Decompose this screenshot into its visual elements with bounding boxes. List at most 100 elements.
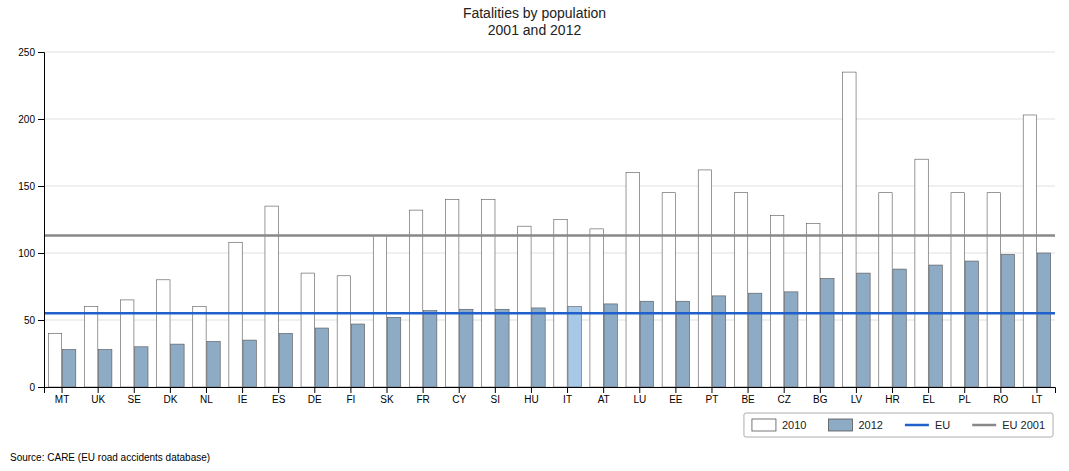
bar [496,309,509,387]
x-tick-label: LU [633,394,646,405]
x-tick-mark [350,387,351,393]
x-tick: BG [813,387,828,405]
x-tick-mark [675,387,676,393]
x-tick-mark [964,387,965,393]
grid [44,52,1055,387]
x-tick-mark [278,387,279,393]
x-tick-mark [98,387,99,393]
y-tick-mark [38,387,44,388]
x-tick-label: LT [1031,394,1042,405]
x-tick-mark [170,387,171,393]
x-tick: IE [238,387,248,405]
bar [965,261,978,387]
bar [207,341,220,387]
y-axis-line [38,53,45,388]
bar [1023,115,1036,387]
x-tick: DE [308,387,322,405]
x-tick-mark [820,387,821,393]
x-tick-label: SE [128,394,142,405]
legend-item: EU 2001 [972,419,1045,431]
x-tick: MT [55,387,69,405]
bar [423,311,436,387]
x-tick: SI [491,387,500,405]
x-tick-label: HU [524,394,538,405]
bar [265,206,278,387]
x-tick-label: PT [706,394,719,405]
x-tick-label: FR [416,394,429,405]
x-tick-label: NL [200,394,213,405]
legend-line [905,424,929,427]
x-tick: HU [524,387,538,405]
bar [84,307,97,387]
bar [857,273,870,387]
x-tick-label: PL [959,394,972,405]
bar [532,308,545,387]
x-tick-label: SI [491,394,500,405]
bar [193,307,206,387]
bar [229,242,242,387]
bar [748,293,761,387]
x-tick: ES [272,387,286,405]
x-tick-label: CZ [778,394,791,405]
title: Fatalities by population2001 and 2012 [463,5,606,38]
legend-label: EU [935,419,950,431]
marks [44,72,1055,387]
y-tick-label: 0 [29,382,35,393]
x-tick: SK [380,387,394,405]
x-tick: NL [200,387,213,405]
x-tick: UK [91,387,105,405]
x-tick: AT [598,387,610,405]
x-axis-line [45,388,1056,394]
x-tick: RO [993,387,1008,405]
bar [568,307,581,387]
legend-item: 2012 [828,419,882,431]
bar [460,309,473,387]
x-tick: BE [741,387,755,405]
legend-item: EU [905,419,950,431]
bar [62,349,75,387]
bar [351,324,364,387]
x-tick-label: CY [452,394,466,405]
bar [171,344,184,387]
x-tick-label: BE [741,394,755,405]
bar [315,328,328,387]
x-tick: PT [706,387,719,405]
bar [662,193,675,387]
grid-line [44,119,1055,120]
bar [951,193,964,387]
x-tick-label: SK [380,394,394,405]
x-tick: IT [563,387,572,405]
legend-swatch [752,419,776,431]
legend-label: 2012 [858,419,882,431]
bar [373,236,386,387]
y-tick: 150 [18,181,44,192]
bar [243,340,256,387]
legend-item: 2010 [752,419,806,431]
bar [843,72,856,387]
y-tick-mark [38,186,44,187]
x-tick-label: LV [851,394,863,405]
x-tick-label: AT [598,394,610,405]
x-tick-mark [784,387,785,393]
bar [785,292,798,387]
x-tick-label: BG [813,394,828,405]
bar [482,199,495,387]
bar [626,173,639,387]
x-tick-label: DE [308,394,322,405]
x-tick: SE [128,387,142,405]
x-tick-label: IE [238,394,248,405]
bar-series [48,72,1036,387]
legend-label: EU 2001 [1002,419,1045,431]
x-tick-mark [387,387,388,393]
bar [1001,254,1014,387]
x-tick-mark [639,387,640,393]
x-tick: FR [416,387,429,405]
x-tick: PL [959,387,972,405]
x-tick-label: DK [163,394,177,405]
x-tick: CY [452,387,466,405]
bar [770,215,783,387]
bar [1037,253,1050,387]
source-note: Source: CARE (EU road accidents database… [10,452,210,463]
y-tick: 200 [18,114,44,125]
x-tick-label: EL [923,394,936,405]
